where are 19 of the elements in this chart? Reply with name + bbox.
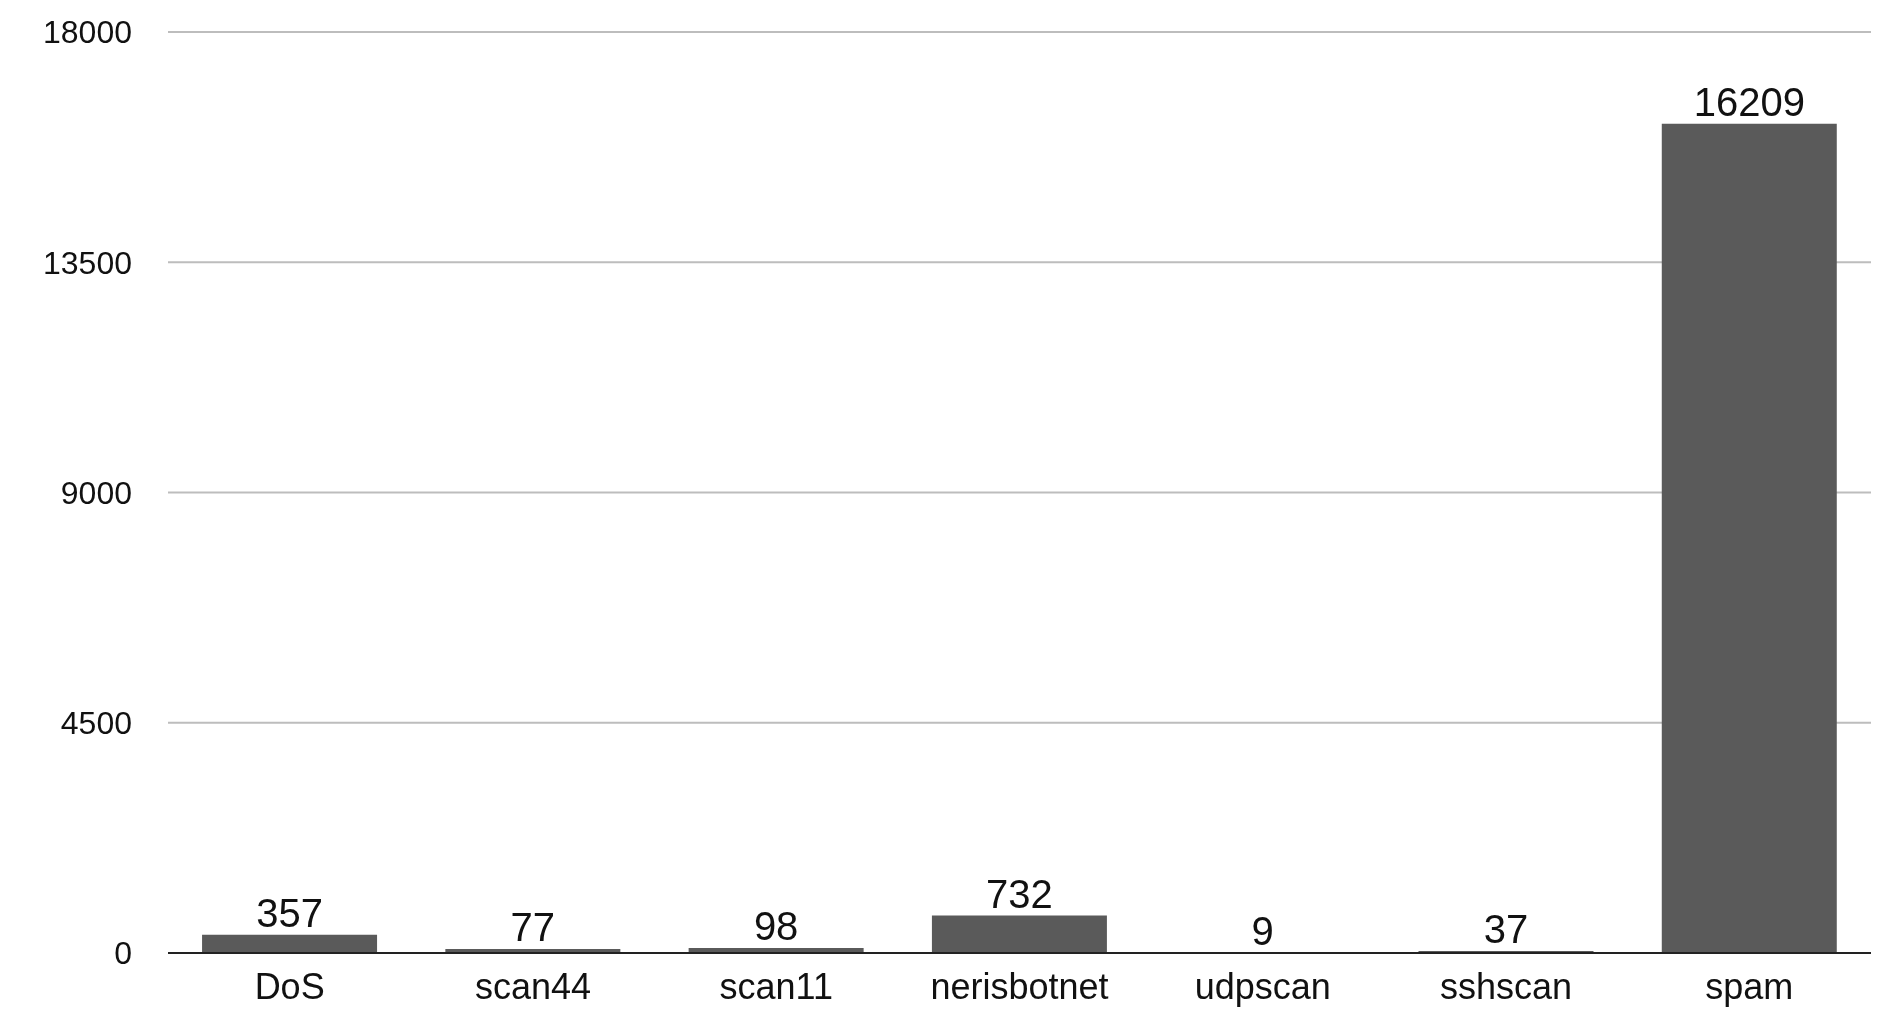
y-tick-label: 13500 <box>43 244 132 281</box>
data-label: 357 <box>256 890 323 935</box>
y-tick-label: 4500 <box>60 705 132 742</box>
x-tick-label: scan11 <box>719 965 833 1007</box>
data-label: 77 <box>510 905 556 950</box>
data-label: 732 <box>986 871 1053 916</box>
x-tick-label: scan44 <box>474 965 591 1007</box>
y-tick-label: 18000 <box>43 14 132 51</box>
x-tick-label: nerisbotnet <box>930 965 1109 1007</box>
data-label: 37 <box>1483 907 1529 952</box>
data-label: 16209 <box>1693 79 1805 124</box>
data-label: 9 <box>1251 908 1274 953</box>
x-tick-label: DoS <box>254 965 325 1007</box>
y-tick-label: 9000 <box>60 474 132 511</box>
y-tick-label: 0 <box>114 935 132 972</box>
x-tick-label: sshscan <box>1440 965 1573 1007</box>
data-label: 98 <box>753 903 799 948</box>
x-tick-label: udpscan <box>1194 965 1331 1007</box>
x-tick-label: spam <box>1705 965 1794 1007</box>
